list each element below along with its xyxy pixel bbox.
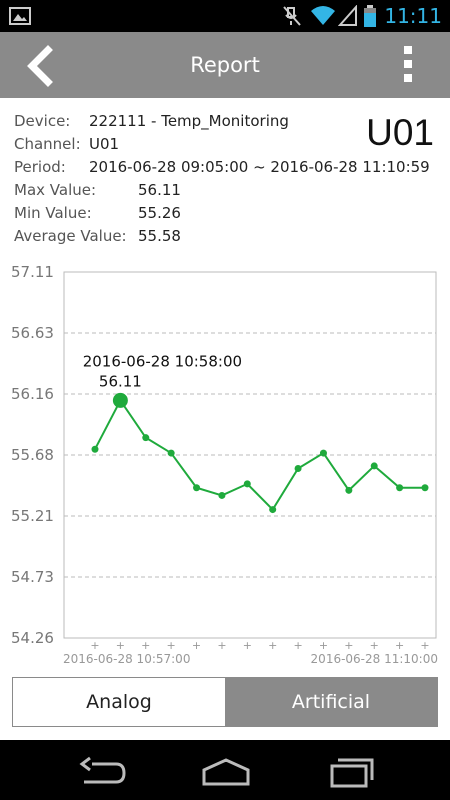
data-point <box>193 484 201 492</box>
x-tick-mark: + <box>167 639 176 652</box>
data-point <box>345 486 353 494</box>
home-nav-icon <box>202 758 250 786</box>
x-tick-mark: + <box>268 639 277 652</box>
x-tick-mark: + <box>116 639 125 652</box>
wifi-icon <box>311 6 336 25</box>
channel-value: U01 <box>89 135 120 153</box>
back-arrow-icon <box>27 45 53 87</box>
data-point <box>91 445 99 453</box>
x-tick-mark: + <box>395 639 404 652</box>
x-tick-mark: + <box>217 639 226 652</box>
y-tick-label: 57.11 <box>11 263 54 281</box>
mode-toggle: Analog Artificial <box>12 677 438 727</box>
nav-back-button[interactable] <box>70 754 130 788</box>
average-value-label: Average Value: <box>14 227 127 245</box>
data-point <box>319 449 327 457</box>
x-tick-mark: + <box>344 639 353 652</box>
data-point <box>167 449 175 457</box>
average-value: 55.58 <box>138 227 181 245</box>
line-chart[interactable]: 57.11 56.63 56.16 55.68 55.21 54.73 54.26 + + + + +… <box>0 258 450 670</box>
system-nav-bar <box>0 740 450 800</box>
channel-label: Channel: <box>14 135 81 153</box>
y-tick-label: 54.73 <box>11 568 54 586</box>
data-point <box>243 480 251 488</box>
x-tick-mark: + <box>319 639 328 652</box>
period-label: Period: <box>14 158 66 176</box>
data-point <box>269 506 277 514</box>
page-title: Report <box>190 53 260 77</box>
max-value-label: Max Value: <box>14 181 97 199</box>
app-bar: Report <box>0 32 450 98</box>
y-tick-label: 55.68 <box>11 446 54 464</box>
max-value: 56.11 <box>138 181 181 199</box>
data-point <box>396 484 404 492</box>
data-point <box>370 462 378 470</box>
x-tick-mark: + <box>90 639 99 652</box>
nav-recents-button[interactable] <box>322 754 382 788</box>
channel-heading: U01 <box>366 112 434 153</box>
recents-nav-icon <box>330 758 374 788</box>
report-chart[interactable]: 57.11 56.63 56.16 55.68 55.21 54.73 54.26 + + + + +… <box>0 258 450 670</box>
tooltip-time: 2016-06-28 10:58:00 <box>83 352 242 370</box>
x-end-label: 2016-06-28 11:10:00 <box>311 652 438 666</box>
status-clock: 11:11 <box>384 4 442 28</box>
x-tick-mark: + <box>141 639 150 652</box>
device-value: 222111 - Temp_Monitoring <box>89 112 289 130</box>
battery-icon <box>364 5 377 27</box>
period-value: 2016-06-28 09:05:00 ~ 2016-06-28 11:10:5… <box>89 158 430 176</box>
series-line <box>94 398 425 512</box>
x-tick-mark: + <box>293 639 302 652</box>
tooltip-value: 56.11 <box>99 372 142 390</box>
data-point <box>421 484 429 492</box>
x-tick-mark: + <box>192 639 201 652</box>
x-tick-mark: + <box>420 639 429 652</box>
device-label: Device: <box>14 112 71 130</box>
signal-icon <box>338 5 358 26</box>
y-tick-label: 54.26 <box>11 629 54 647</box>
status-bar: 11:11 <box>0 0 450 32</box>
data-point <box>294 464 302 472</box>
y-tick-label: 56.16 <box>11 385 54 403</box>
mute-icon <box>283 6 302 26</box>
x-tick-mark: + <box>243 639 252 652</box>
data-point <box>218 491 226 499</box>
min-value: 55.26 <box>138 204 181 222</box>
min-value-label: Min Value: <box>14 204 92 222</box>
y-tick-label: 56.63 <box>11 324 54 342</box>
back-button[interactable] <box>18 44 62 88</box>
overflow-menu-button[interactable] <box>400 44 420 88</box>
back-nav-icon <box>79 756 126 784</box>
artificial-button[interactable]: Artificial <box>225 678 437 726</box>
nav-home-button[interactable] <box>196 754 256 788</box>
data-point <box>142 434 150 442</box>
y-tick-label: 55.21 <box>11 507 54 525</box>
image-notification-icon <box>9 7 31 25</box>
x-start-label: 2016-06-28 10:57:00 <box>63 652 190 666</box>
selected-data-point <box>112 392 128 408</box>
x-tick-mark: + <box>370 639 379 652</box>
analog-button[interactable]: Analog <box>13 678 225 726</box>
